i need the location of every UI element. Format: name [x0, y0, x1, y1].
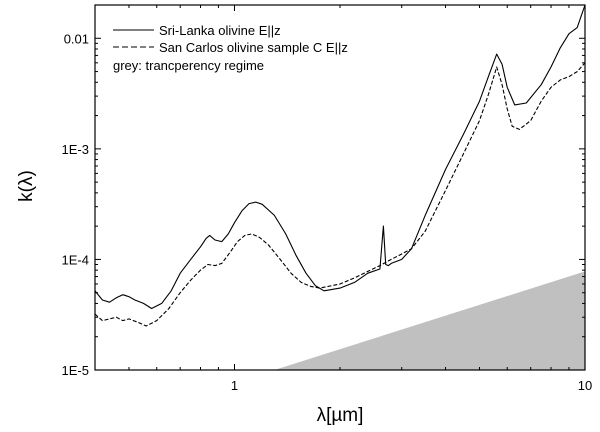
- transparency-regime-area: [274, 271, 585, 370]
- x-tick-label: 1: [231, 378, 238, 393]
- legend-label-sri-lanka: Sri-Lanka olivine E||z: [159, 23, 281, 38]
- legend-label-san-carlos: San Carlos olivine sample C E||z: [159, 40, 348, 55]
- series-line-san-carlos: [94, 62, 586, 327]
- ticks-group: 1E-5 1E-4 1E-3 0.01 1 10: [62, 4, 592, 393]
- x-axis-title: λ[µm]: [317, 405, 364, 426]
- x-tick-label: 10: [578, 378, 592, 393]
- y-axis-title: k(λ): [16, 170, 37, 202]
- y-tick-label: 0.01: [64, 31, 89, 46]
- legend-note-grey-regime: grey: trancperency regime: [113, 58, 264, 73]
- series-group: [94, 4, 586, 327]
- y-tick-label: 1E-5: [62, 363, 89, 378]
- y-tick-label: 1E-3: [62, 142, 89, 157]
- transparency-regime-area-group: [274, 271, 585, 370]
- y-tick-label: 1E-4: [62, 252, 89, 267]
- series-line-sri-lanka: [94, 4, 586, 310]
- legend: Sri-Lanka olivine E||z San Carlos olivin…: [113, 23, 348, 73]
